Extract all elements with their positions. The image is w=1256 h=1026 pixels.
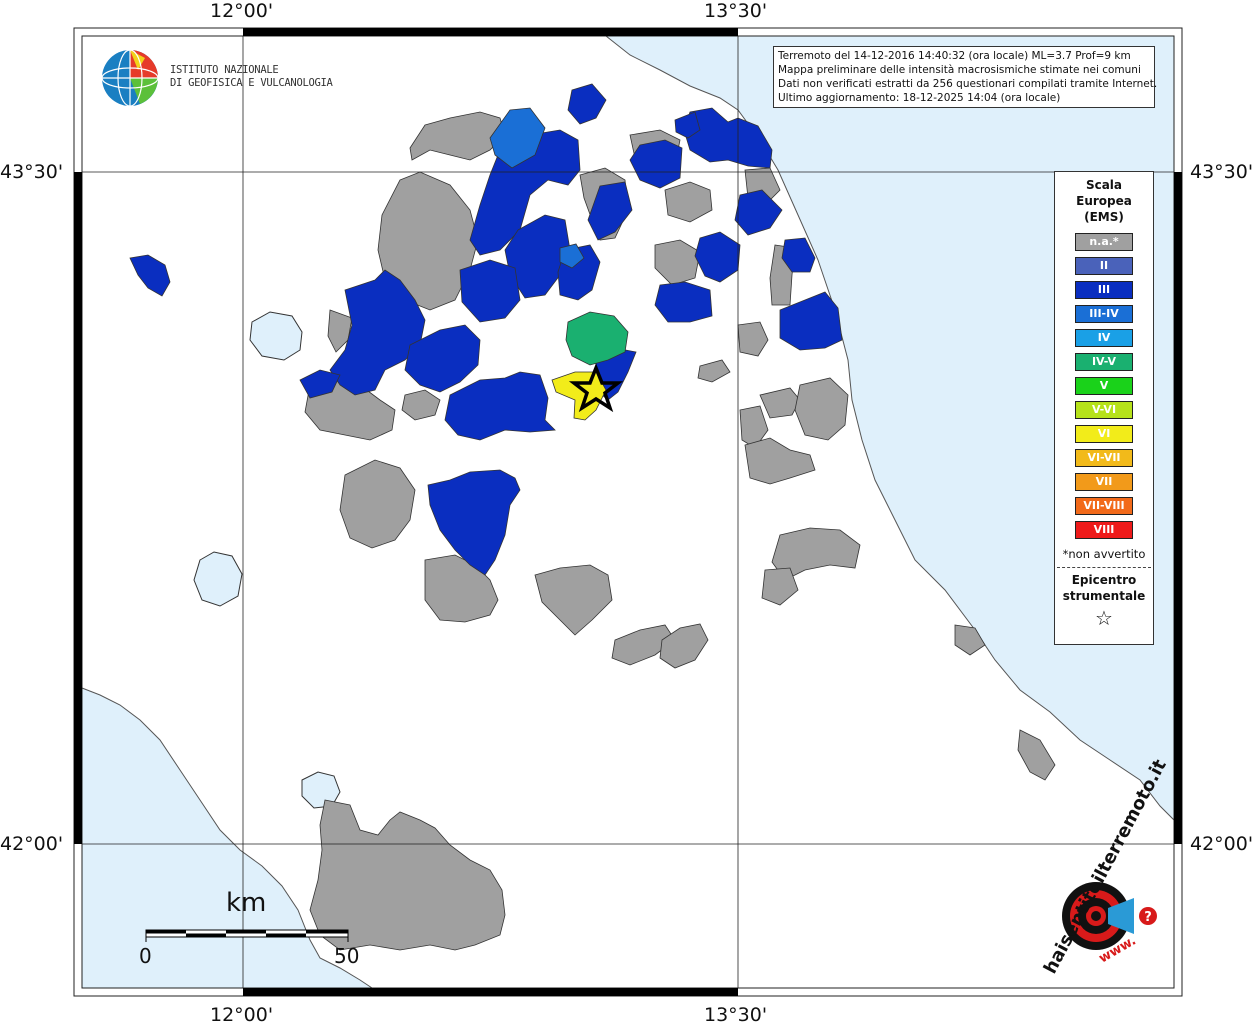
event-info-line2: Mappa preliminare delle intensità macros… <box>778 64 1141 76</box>
lat-label-right-top: 43°30' <box>1190 161 1254 183</box>
lon-label-bottom-right: 13°30' <box>704 1004 768 1026</box>
legend-item: V <box>1075 377 1133 395</box>
lat-label-left-top: 43°30' <box>0 161 64 183</box>
lat-label-right-bottom: 42°00' <box>1190 833 1254 855</box>
lake-bracciano <box>301 771 341 809</box>
ingv-name-line1: ISTITUTO NAZIONALE <box>170 64 279 76</box>
legend-item: VII <box>1075 473 1133 491</box>
map-frame <box>73 27 1183 997</box>
ems-legend: Scala Europea (EMS) n.a.* II III III-IV IV IV… <box>1054 171 1154 645</box>
legend-item: II <box>1075 257 1133 275</box>
ingv-logo-icon <box>101 49 159 107</box>
ems-iii-iv-municipalities <box>489 107 585 269</box>
event-info-line4: Ultimo aggiornamento: 18-12-2025 14:04 (… <box>778 92 1061 104</box>
lon-label-bottom-left: 12°00' <box>210 1004 274 1026</box>
lat-label-left-bottom: 42°00' <box>0 833 64 855</box>
legend-epicenter-label: Epicentro strumentale <box>1055 572 1153 604</box>
tyrrhenian-sea <box>81 687 374 989</box>
legend-item: V-VI <box>1075 401 1133 419</box>
legend-title-line1: Scala <box>1085 178 1123 192</box>
graticule <box>82 36 1174 988</box>
lake-trasimeno <box>249 311 303 361</box>
legend-item: VII-VIII <box>1075 497 1133 515</box>
legend-item: IV-V <box>1075 353 1133 371</box>
legend-epicenter-line1: Epicentro <box>1071 573 1137 587</box>
lake-bolsena <box>193 551 243 607</box>
event-info-box: Terremoto del 14-12-2016 14:40:32 (ora l… <box>773 46 1158 108</box>
lon-label-top-left: 12°00' <box>210 0 274 22</box>
scale-end-label: 50 <box>334 944 360 968</box>
event-info-line1: Terremoto del 14-12-2016 14:40:32 (ora l… <box>778 50 1131 62</box>
legend-item: n.a.* <box>1075 233 1133 251</box>
legend-separator <box>1057 567 1151 568</box>
legend-title-line3: (EMS) <box>1084 210 1124 224</box>
ingv-name: ISTITUTO NAZIONALE DI GEOFISICA E VULCAN… <box>170 64 333 90</box>
lon-label-top-right: 13°30' <box>704 0 768 22</box>
legend-item: VIII <box>1075 521 1133 539</box>
ingv-name-line2: DI GEOFISICA E VULCANOLOGIA <box>170 77 333 89</box>
legend-items: n.a.* II III III-IV IV IV-V V V-VI VI VI-VII VII VI… <box>1055 233 1153 539</box>
legend-item: VI <box>1075 425 1133 443</box>
scale-unit: km <box>226 888 267 918</box>
legend-epicenter-line2: strumentale <box>1062 589 1146 603</box>
legend-note: *non avvertito <box>1062 547 1146 561</box>
event-info-line3: Dati non verificati estratti da 256 ques… <box>778 78 1158 90</box>
ems-iv-v-municipality <box>565 311 629 366</box>
legend-item: III <box>1075 281 1133 299</box>
legend-item: IV <box>1075 329 1133 347</box>
adriatic-sea <box>604 35 1175 822</box>
ems-vi-municipality <box>551 371 607 421</box>
scale-start-label: 0 <box>139 944 152 968</box>
legend-star-icon: ☆ <box>1095 606 1113 630</box>
legend-title-line2: Europea <box>1076 194 1132 208</box>
scale-bar <box>145 929 349 942</box>
legend-item: III-IV <box>1075 305 1133 323</box>
legend-title: Scala Europea (EMS) <box>1055 177 1153 225</box>
epicenter-star-icon <box>568 363 624 413</box>
hai-sentito-question: ? <box>1144 910 1152 925</box>
ems-iii-municipalities <box>129 83 843 576</box>
legend-item: VI-VII <box>1075 449 1133 467</box>
